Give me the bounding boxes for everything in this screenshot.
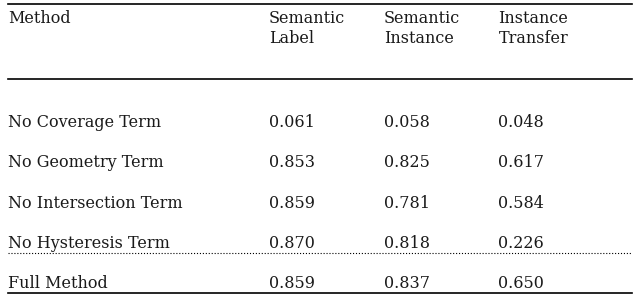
Text: No Intersection Term: No Intersection Term	[8, 195, 182, 212]
Text: 0.870: 0.870	[269, 235, 315, 252]
Text: 0.853: 0.853	[269, 154, 315, 172]
Text: 0.837: 0.837	[384, 275, 429, 292]
Text: 0.226: 0.226	[499, 235, 544, 252]
Text: 0.584: 0.584	[499, 195, 544, 212]
Text: 0.859: 0.859	[269, 195, 315, 212]
Text: 0.818: 0.818	[384, 235, 429, 252]
Text: Semantic
Label: Semantic Label	[269, 10, 345, 47]
Text: No Hysteresis Term: No Hysteresis Term	[8, 235, 170, 252]
Text: Full Method: Full Method	[8, 275, 108, 292]
Text: 0.781: 0.781	[384, 195, 429, 212]
Text: 0.617: 0.617	[499, 154, 545, 172]
Text: No Coverage Term: No Coverage Term	[8, 114, 161, 131]
Text: Instance
Transfer: Instance Transfer	[499, 10, 568, 47]
Text: Semantic
Instance: Semantic Instance	[384, 10, 460, 47]
Text: Method: Method	[8, 10, 70, 27]
Text: 0.058: 0.058	[384, 114, 429, 131]
Text: 0.825: 0.825	[384, 154, 429, 172]
Text: 0.048: 0.048	[499, 114, 544, 131]
Text: 0.859: 0.859	[269, 275, 315, 292]
Text: 0.061: 0.061	[269, 114, 315, 131]
Text: No Geometry Term: No Geometry Term	[8, 154, 163, 172]
Text: 0.650: 0.650	[499, 275, 544, 292]
